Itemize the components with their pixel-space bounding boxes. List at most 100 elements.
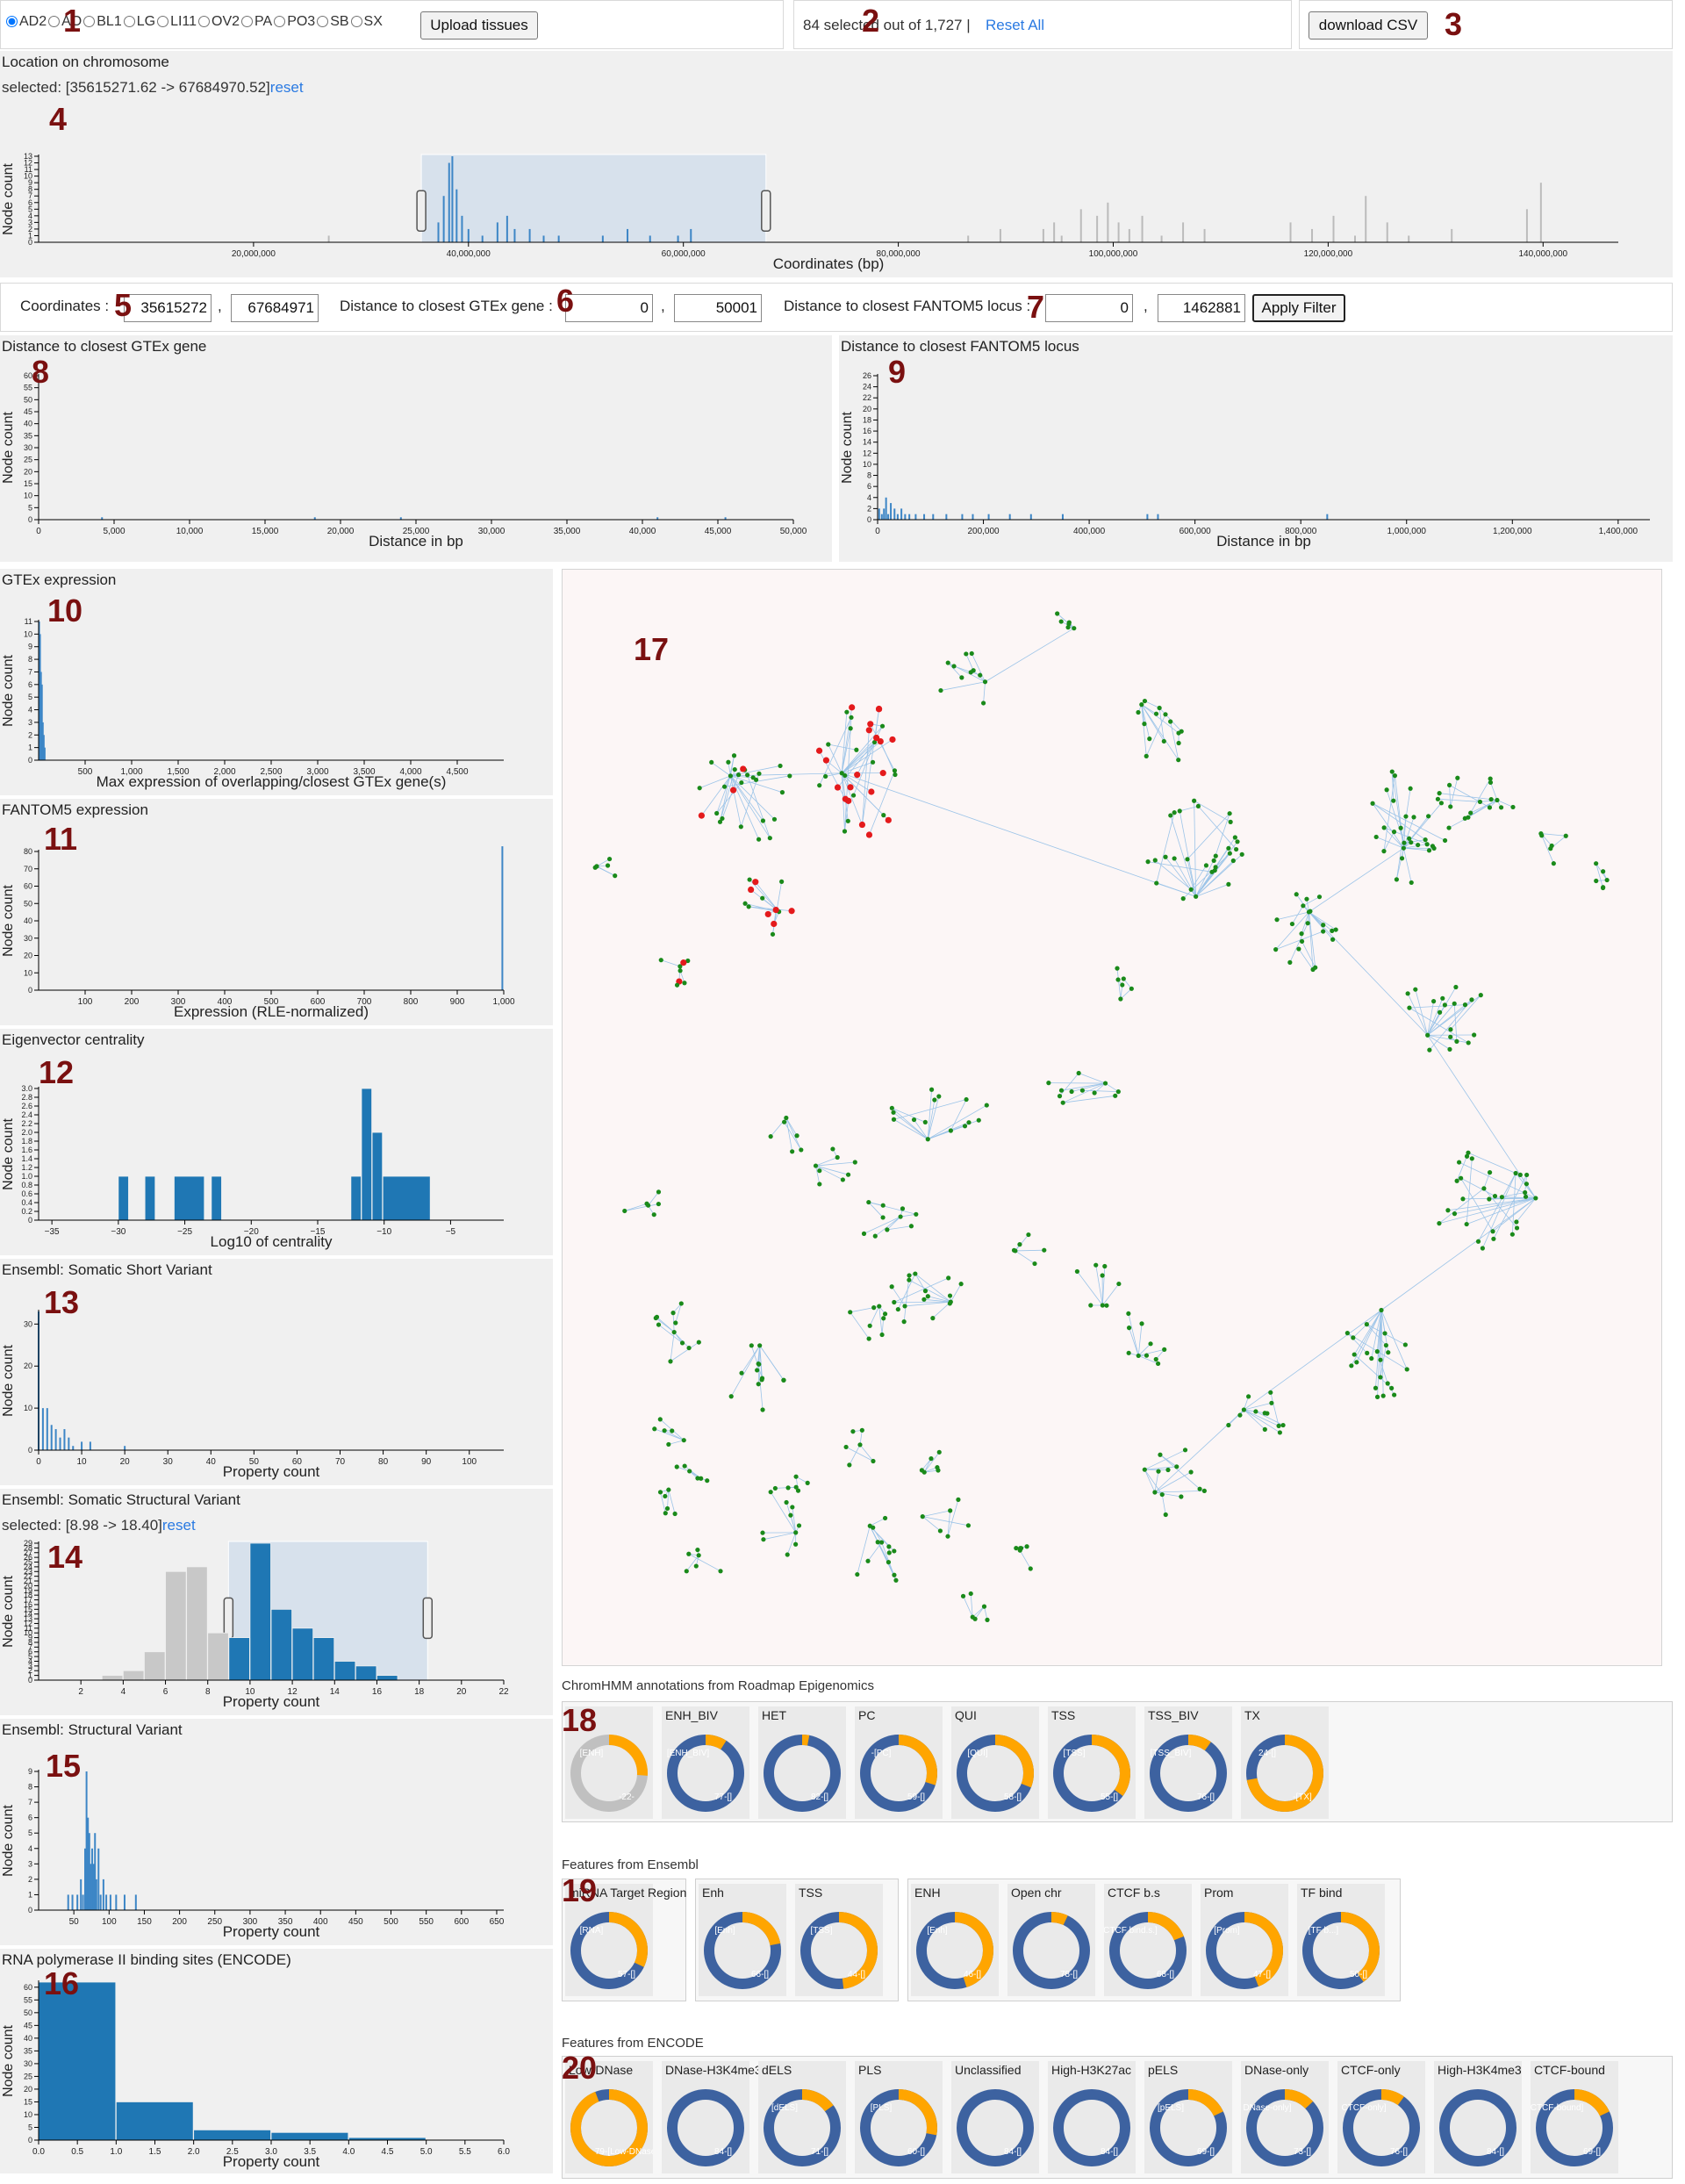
fantom-expression-histogram[interactable]: 100 200 300 400 500 600 700 800 900 1,00001020304… [0, 823, 553, 1025]
donut-card[interactable]: ENH_BIV [ENH_BIV] 77-[] [662, 1706, 749, 1819]
tissue-radio-input-sb[interactable] [317, 16, 329, 27]
tissue-radio-input-li11[interactable] [157, 16, 169, 27]
donut-chart[interactable]: [TSS]44-[] [795, 1905, 883, 1993]
donut-chart[interactable]: [ENH]-22- [565, 1728, 653, 1815]
reset-all-link[interactable]: Reset All [986, 17, 1045, 33]
donut-card[interactable]: TSS [TSS] 44-[] [795, 1884, 883, 1996]
donut-card[interactable]: TX 24-[] -[TX] [1241, 1706, 1329, 1819]
donut-title: TSS_BIV [1148, 1708, 1199, 1722]
donut-card[interactable]: High-H3K27ac 84-[] [1048, 2061, 1136, 2173]
tissue-radio-ao[interactable]: AO [48, 14, 82, 29]
donut-card[interactable]: Low-DNase 79-[Low-DNase] [565, 2061, 653, 2173]
tissue-radio-ov2[interactable]: OV2 [198, 14, 240, 29]
donut-card[interactable]: DNase-only DNase-only] 73-[] [1241, 2061, 1329, 2173]
tissue-radio-bl1[interactable]: BL1 [83, 14, 122, 29]
donut-chart[interactable]: 84-[] [951, 2082, 1039, 2170]
donut-card[interactable]: pELS [pELS] 69-[] [1144, 2061, 1232, 2173]
tissue-radio-input-ad2[interactable] [6, 16, 18, 27]
somatic-structural-histogram[interactable]: 2 4 6 8 10 12 14 16 18 20 220123456789101112131415… [0, 1534, 553, 1715]
tissue-radio-ad2[interactable]: AD2 [6, 14, 47, 29]
donut-card[interactable]: High-H3K4me3 84-[] [1434, 2061, 1522, 2173]
donut-card[interactable]: QUI [QUI] 58-[] [951, 1706, 1039, 1819]
tissue-radio-input-lg[interactable] [123, 16, 135, 27]
fantom-distance-max-input[interactable] [1158, 294, 1245, 322]
donut-card[interactable]: Unclassified 84-[] [951, 2061, 1039, 2173]
fantom-distance-min-input[interactable] [1045, 294, 1133, 322]
fantom-distance-histogram[interactable]: 0 200,000 400,000 600,000 800,000 1,000,000 1,… [839, 360, 1673, 562]
donut-card[interactable]: CTCF-only CTCF-only] 76-[] [1337, 2061, 1425, 2173]
donut-chart[interactable]: [QUI]58-[] [951, 1728, 1039, 1815]
donut-chart[interactable]: CTCF-bound]69-[] [1531, 2082, 1618, 2170]
donut-chart[interactable]: 79-[Low-DNase] [565, 2082, 653, 2170]
donut-chart[interactable]: [Prom]47-[] [1201, 1905, 1288, 1993]
donut-card[interactable]: Open chr 78-[] [1007, 1884, 1095, 1996]
donut-card[interactable]: miRNA Target Region [RNA] 57-[] [565, 1884, 686, 1996]
network-graph[interactable] [563, 570, 1662, 1666]
donut-chart[interactable]: [pELS]69-[] [1144, 2082, 1232, 2170]
donut-chart[interactable]: [ENH_BIV]77-[] [662, 1728, 749, 1815]
structural-variant-histogram[interactable]: 50 100 150 200 250 300 350 400 450 500 550 600 65001… [0, 1743, 553, 1945]
donut-chart[interactable]: -[PC]59-[] [855, 1728, 943, 1815]
download-csv-button[interactable]: download CSV [1309, 11, 1428, 40]
donut-card[interactable]: Enh [Enh] 66-[] [699, 1884, 786, 1996]
coordinates-max-input[interactable] [231, 294, 319, 322]
gtex-distance-histogram[interactable]: 0 5,000 10,000 15,000 20,000 25,000 30,000 35,0… [0, 360, 832, 562]
donut-card[interactable]: PC -[PC] 59-[] [855, 1706, 943, 1819]
donut-chart[interactable]: CTCF bind.s.]68-[] [1104, 1905, 1192, 1993]
donut-chart[interactable]: 82-[] [758, 1728, 846, 1815]
donut-chart[interactable]: [PLS]60-[] [855, 2082, 943, 2170]
network-edge [656, 1318, 675, 1333]
donut-chart[interactable]: 84-[] [1048, 2082, 1136, 2170]
donut-card[interactable]: DNase-H3K4me3 84-[] [662, 2061, 762, 2173]
coordinates-min-input[interactable] [124, 294, 212, 322]
upload-tissues-button[interactable]: Upload tissues [420, 11, 538, 40]
eigenvector-histogram[interactable]: −35 −30 −25 −20 −15 −10 −500.20.40.60.81.01.21… [0, 1053, 553, 1255]
donut-card[interactable]: PLS [PLS] 60-[] [855, 2061, 943, 2173]
tissue-radio-input-pa[interactable] [241, 16, 254, 27]
rnapol-histogram[interactable]: 0.0 0.5 1.0 1.5 2.0 2.5 3.0 3.5 4.0 4.5 5.0 5.5 6.00… [0, 1973, 553, 2173]
tissue-radio-input-bl1[interactable] [83, 16, 96, 27]
donut-chart[interactable]: DNase-only]73-[] [1241, 2082, 1329, 2170]
tissue-radio-po3[interactable]: PO3 [274, 14, 315, 29]
gtex-expression-histogram[interactable]: 500 1,000 1,500 2,000 2,500 3,000 3,500 4,000 4,… [0, 593, 553, 795]
donut-chart[interactable]: CTCF-only]76-[] [1337, 2082, 1425, 2170]
donut-chart[interactable]: [dELS]71-[] [758, 2082, 846, 2170]
donut-card[interactable]: TSS_BIV [TSS_BIV] 76-[] [1144, 1706, 1232, 1819]
donut-chart[interactable]: 84-[] [1434, 2082, 1522, 2170]
donut-chart[interactable]: [TSS_BIV]76-[] [1144, 1728, 1232, 1815]
gtex-distance-max-input[interactable] [674, 294, 762, 322]
donut-card[interactable]: TF bind [TF b...] 50-[] [1297, 1884, 1385, 1996]
donut-chart[interactable]: [RNA]57-[] [565, 1905, 653, 1993]
tissue-radio-pa[interactable]: PA [241, 14, 272, 29]
tissue-radio-sx[interactable]: SX [350, 14, 383, 29]
donut-chart[interactable]: [Enh]66-[] [699, 1905, 786, 1993]
donut-card[interactable]: [ENH] -22- [565, 1706, 653, 1819]
tissue-radio-input-ov2[interactable] [198, 16, 211, 27]
tissue-radio-lg[interactable]: LG [123, 14, 155, 29]
donut-chart[interactable]: [TF b...]50-[] [1297, 1905, 1385, 1993]
network-panel[interactable] [562, 569, 1662, 1666]
tissue-radio-sb[interactable]: SB [317, 14, 349, 29]
donut-card[interactable]: CTCF-bound CTCF-bound] 69-[] [1531, 2061, 1618, 2173]
tissue-radio-input-po3[interactable] [274, 16, 286, 27]
donut-card[interactable]: TSS [TSS] 55-[] [1048, 1706, 1136, 1819]
donut-chart[interactable]: [Enh]46-[] [911, 1905, 999, 1993]
donut-card[interactable]: HET 82-[] [758, 1706, 846, 1819]
donut-chart[interactable]: 84-[] [662, 2082, 749, 2170]
donut-card[interactable]: ENH [Enh] 46-[] [911, 1884, 999, 1996]
donut-chart[interactable]: 78-[] [1007, 1905, 1095, 1993]
tissue-radio-input-ao[interactable] [48, 16, 61, 27]
tissue-radio-li11[interactable]: LI11 [157, 14, 197, 29]
donut-card[interactable]: dELS [dELS] 71-[] [758, 2061, 846, 2173]
somatic-structural-reset-link[interactable]: reset [161, 1517, 196, 1534]
tissue-radio-input-sx[interactable] [350, 16, 362, 27]
donut-card[interactable]: CTCF b.s CTCF bind.s.] 68-[] [1104, 1884, 1192, 1996]
chromosome-histogram[interactable]: 20,000,000 40,000,000 60,000,000 80,000,000… [0, 102, 1673, 277]
apply-filter-button[interactable]: Apply Filter [1252, 294, 1345, 322]
donut-card[interactable]: Prom [Prom] 47-[] [1201, 1884, 1288, 1996]
donut-chart[interactable]: 24-[]-[TX] [1241, 1728, 1329, 1815]
donut-chart[interactable]: [TSS]55-[] [1048, 1728, 1136, 1815]
chromosome-reset-link[interactable]: reset [269, 79, 304, 96]
gtex-distance-min-input[interactable] [565, 294, 653, 322]
